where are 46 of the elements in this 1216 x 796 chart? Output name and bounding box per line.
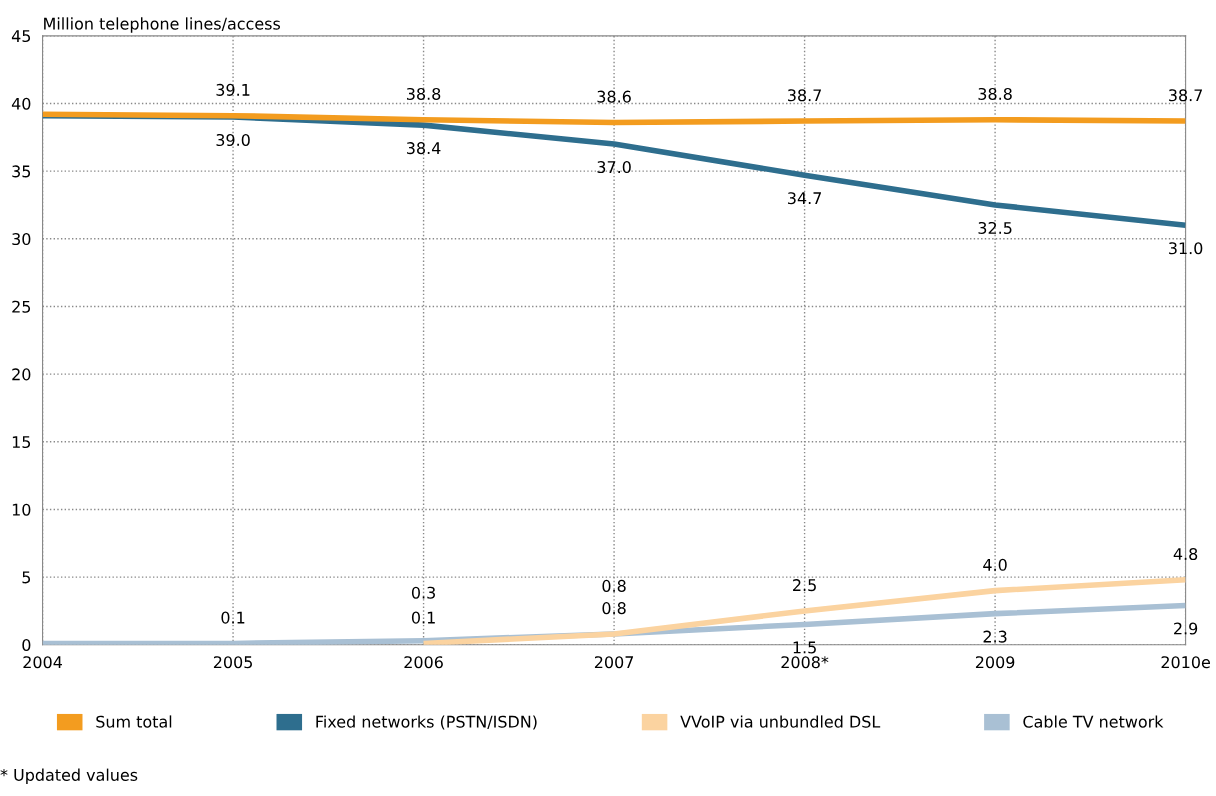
y-tick-label: 30 <box>12 233 31 246</box>
y-tick-label: 5 <box>22 571 31 584</box>
y-tick-label: 25 <box>12 300 31 313</box>
legend-label: Sum total <box>96 715 172 728</box>
data-label: 39.0 <box>216 133 250 147</box>
legend-label: Fixed networks (PSTN/ISDN) <box>316 715 537 730</box>
data-label: 39.1 <box>216 83 250 96</box>
data-label: 0.1 <box>221 611 245 624</box>
data-label: 38.4 <box>407 142 441 155</box>
data-label: 2.3 <box>983 630 1007 643</box>
data-label: 38.7 <box>1169 89 1203 102</box>
data-label: 32.5 <box>978 221 1012 234</box>
data-label: 0.3 <box>411 586 435 599</box>
data-label: 0.8 <box>602 602 626 615</box>
legend-label: VVoIP via unbundled DSL <box>680 715 881 728</box>
data-label: 4.8 <box>1173 547 1198 561</box>
data-label: 34.7 <box>788 192 821 205</box>
data-label: 31.0 <box>1169 242 1203 255</box>
x-tick-label: 2005 <box>213 656 252 669</box>
y-tick-label: 20 <box>12 368 31 381</box>
data-label: 38.8 <box>978 87 1012 100</box>
data-label: 2.9 <box>1174 622 1198 635</box>
data-label: 0.1 <box>411 611 435 624</box>
y-axis-title: Million telephone lines/access <box>44 17 281 33</box>
text: * Updated values <box>0 768 138 785</box>
y-tick-label: 35 <box>12 165 31 178</box>
data-label: 38.7 <box>788 89 821 102</box>
y-tick-label: 45 <box>11 30 31 43</box>
data-label: 38.6 <box>597 90 631 103</box>
data-label: 1.5 <box>793 641 816 654</box>
y-tick-label: 0 <box>22 638 31 652</box>
y-tick-label: 40 <box>11 97 31 110</box>
data-label: 4.0 <box>983 558 1007 571</box>
data-label: 37.0 <box>597 161 631 174</box>
x-tick-label: 2004 <box>23 656 62 669</box>
legend-label: Cable TV network <box>1023 715 1164 728</box>
x-tick-label: 2010e <box>1161 656 1210 669</box>
x-tick-label: 2008* <box>781 656 829 669</box>
x-tick-label: 2007 <box>594 656 634 669</box>
y-tick-label: 15 <box>12 436 31 449</box>
x-tick-label: 2006 <box>404 656 443 669</box>
y-tick-label: 10 <box>12 503 31 516</box>
data-label: 2.5 <box>793 579 816 592</box>
data-label: 38.8 <box>407 87 441 100</box>
x-tick-label: 2009 <box>975 656 1015 669</box>
data-label: 0.8 <box>602 579 626 592</box>
